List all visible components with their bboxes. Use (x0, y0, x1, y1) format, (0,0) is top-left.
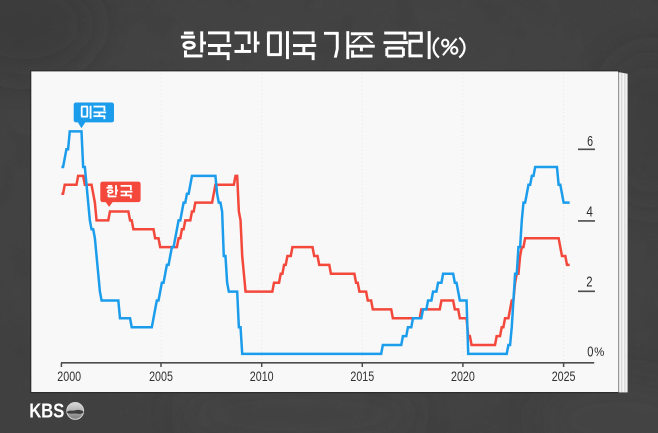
svg-text:6: 6 (587, 134, 593, 150)
svg-text:2000: 2000 (57, 368, 81, 384)
svg-text:2: 2 (586, 274, 592, 290)
svg-text:%: % (594, 347, 604, 359)
svg-text:2025: 2025 (552, 368, 576, 384)
svg-text:2010: 2010 (250, 368, 274, 384)
svg-text:KBS: KBS (29, 399, 64, 422)
svg-text:4: 4 (586, 205, 593, 221)
svg-text:2005: 2005 (149, 368, 173, 384)
svg-text:0: 0 (587, 344, 593, 360)
svg-text:2015: 2015 (350, 368, 374, 384)
svg-text:2020: 2020 (451, 368, 475, 384)
